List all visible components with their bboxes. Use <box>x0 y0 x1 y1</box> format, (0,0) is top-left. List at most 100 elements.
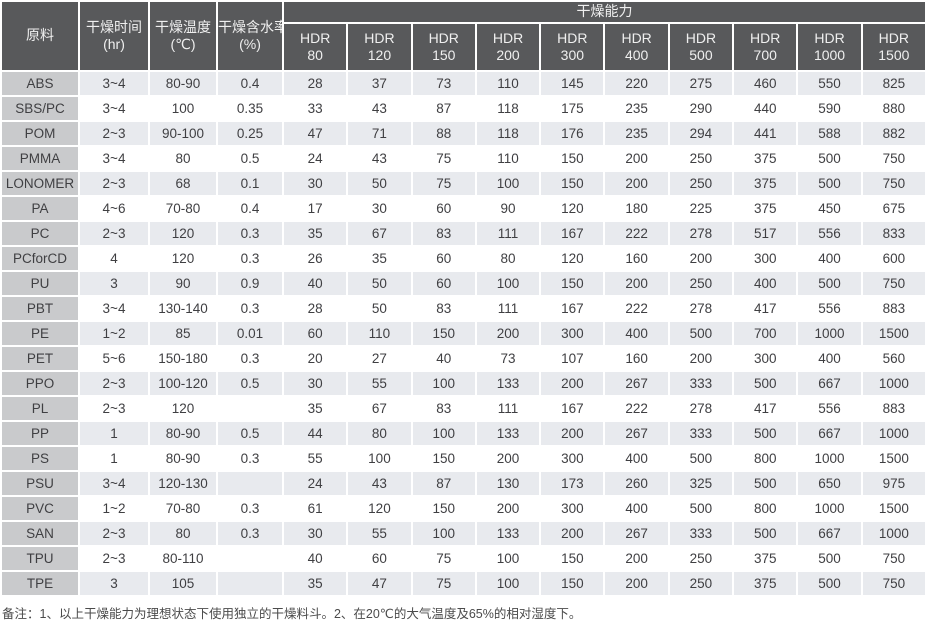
temp-cell: 80-110 <box>148 545 218 572</box>
capacity-cell: 300 <box>539 495 606 522</box>
moisture-cell <box>216 395 284 422</box>
col-header-hdr-1000: HDR 1000 <box>796 22 863 72</box>
temp-cell: 70-80 <box>148 195 218 222</box>
capacity-cell: 975 <box>860 470 925 497</box>
capacity-cell: 500 <box>732 470 799 497</box>
drying-capacity-table: 原料 干燥时间 (hr) 干燥温度 (℃) 干燥含水率 (%) 干燥能力 HDR… <box>0 0 925 597</box>
capacity-cell: 150 <box>539 145 606 172</box>
time-cell: 2~3 <box>78 370 150 397</box>
capacity-cell: 556 <box>796 220 863 247</box>
moisture-cell: 0.4 <box>216 195 284 222</box>
capacity-cell: 55 <box>281 445 349 472</box>
capacity-cell: 150 <box>539 170 606 197</box>
capacity-cell: 100 <box>410 370 477 397</box>
time-cell: 2~3 <box>78 120 150 147</box>
capacity-cell: 100 <box>474 270 542 297</box>
capacity-cell: 200 <box>603 270 670 297</box>
moisture-cell: 0.1 <box>216 170 284 197</box>
table-row-san: SAN 2~3 80 0.3 30 55 100 133 200 267 333 500 667 1000 <box>0 520 925 547</box>
col-header-line: 1500 <box>878 47 910 63</box>
col-header-line: 200 <box>496 47 520 63</box>
material-cell: TPU <box>0 545 80 572</box>
moisture-cell: 0.35 <box>216 95 284 122</box>
capacity-cell: 375 <box>732 170 799 197</box>
table-row-pc: PC 2~3 120 0.3 35 67 83 111 167 222 278 517 556 833 <box>0 220 925 247</box>
capacity-cell: 250 <box>667 270 735 297</box>
capacity-cell: 278 <box>667 220 735 247</box>
capacity-cell: 278 <box>667 295 735 322</box>
capacity-cell: 588 <box>796 120 863 147</box>
col-header-line: HDR <box>492 29 524 46</box>
temp-cell: 90-100 <box>148 120 218 147</box>
temp-cell: 120-130 <box>148 470 218 497</box>
time-cell: 1~2 <box>78 495 150 522</box>
temp-cell: 120 <box>148 245 218 272</box>
capacity-cell: 60 <box>346 545 413 572</box>
material-cell: PET <box>0 345 80 372</box>
capacity-cell: 50 <box>346 170 413 197</box>
capacity-cell: 667 <box>796 370 863 397</box>
material-cell: PA <box>0 195 80 222</box>
material-cell: PMMA <box>0 145 80 172</box>
capacity-cell: 60 <box>410 245 477 272</box>
time-cell: 3 <box>78 570 150 597</box>
capacity-cell: 160 <box>603 345 670 372</box>
capacity-cell: 40 <box>281 270 349 297</box>
col-header-hdr-1500: HDR 1500 <box>860 22 925 72</box>
capacity-cell: 50 <box>346 295 413 322</box>
capacity-cell: 883 <box>860 295 925 322</box>
moisture-cell <box>216 470 284 497</box>
capacity-cell: 43 <box>346 95 413 122</box>
col-header-line: 300 <box>560 47 585 63</box>
time-cell: 3~4 <box>78 295 150 322</box>
time-cell: 3~4 <box>78 70 150 97</box>
capacity-cell: 80 <box>474 245 542 272</box>
time-cell: 2~3 <box>78 520 150 547</box>
moisture-cell: 0.3 <box>216 445 284 472</box>
capacity-cell: 1000 <box>796 495 863 522</box>
capacity-cell: 500 <box>667 445 735 472</box>
capacity-cell: 110 <box>346 320 413 347</box>
capacity-cell: 556 <box>796 295 863 322</box>
capacity-cell: 294 <box>667 120 735 147</box>
capacity-cell: 100 <box>474 570 542 597</box>
capacity-cell: 200 <box>474 320 542 347</box>
capacity-cell: 17 <box>281 195 349 222</box>
col-header-line: (hr) <box>103 36 125 52</box>
capacity-cell: 1000 <box>796 320 863 347</box>
capacity-cell: 400 <box>603 495 670 522</box>
moisture-cell: 0.3 <box>216 220 284 247</box>
capacity-cell: 100 <box>410 420 477 447</box>
capacity-cell: 400 <box>796 245 863 272</box>
material-cell: PC <box>0 220 80 247</box>
capacity-cell: 300 <box>732 245 799 272</box>
capacity-cell: 35 <box>281 395 349 422</box>
col-header-line: 150 <box>432 47 456 63</box>
material-cell: PSU <box>0 470 80 497</box>
capacity-cell: 700 <box>732 320 799 347</box>
capacity-cell: 120 <box>539 195 606 222</box>
time-cell: 4 <box>78 245 150 272</box>
capacity-cell: 111 <box>474 220 542 247</box>
capacity-cell: 267 <box>603 520 670 547</box>
capacity-cell: 87 <box>410 470 477 497</box>
capacity-cell: 111 <box>474 395 542 422</box>
capacity-cell: 88 <box>410 120 477 147</box>
col-header-line: HDR <box>364 29 395 46</box>
capacity-cell: 87 <box>410 95 477 122</box>
moisture-cell: 0.5 <box>216 420 284 447</box>
capacity-cell: 107 <box>539 345 606 372</box>
capacity-cell: 325 <box>667 470 735 497</box>
col-header-hdr-200: HDR 200 <box>474 22 542 72</box>
capacity-cell: 880 <box>860 95 925 122</box>
capacity-cell: 167 <box>539 295 606 322</box>
capacity-cell: 160 <box>603 245 670 272</box>
moisture-cell: 0.25 <box>216 120 284 147</box>
capacity-cell: 200 <box>603 145 670 172</box>
capacity-cell: 43 <box>346 145 413 172</box>
capacity-cell: 100 <box>474 545 542 572</box>
capacity-cell: 83 <box>410 395 477 422</box>
capacity-cell: 100 <box>474 170 542 197</box>
capacity-cell: 500 <box>732 370 799 397</box>
material-cell: LONOMER <box>0 170 80 197</box>
